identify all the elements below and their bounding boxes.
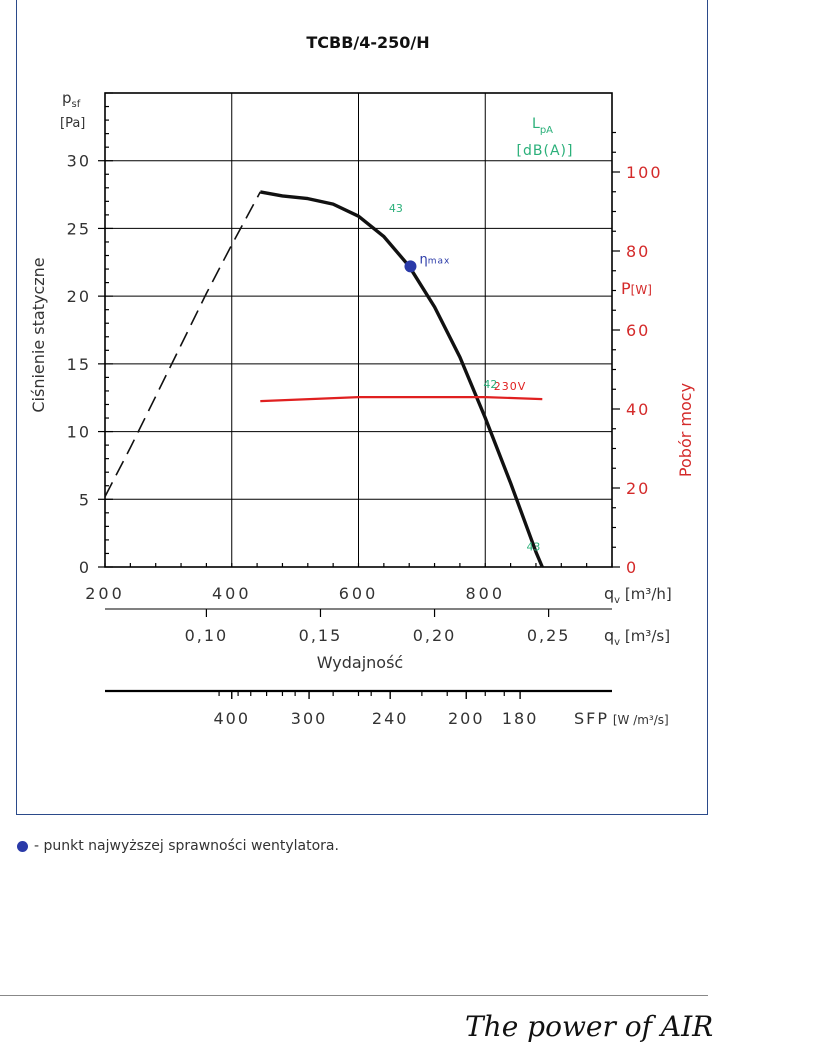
- x-tick-label: 600: [339, 584, 379, 603]
- y-axis-label: Ciśnienie statyczne: [29, 257, 48, 412]
- y-axis-symbol: psf: [62, 89, 81, 110]
- eta-max-marker-icon: [17, 840, 28, 852]
- right-axis-label: Pobór mocy: [676, 383, 695, 477]
- power-curve-label: 230V: [494, 380, 527, 393]
- sfp-axis-label: SFP [W /m³/s]: [574, 709, 669, 728]
- x-axis-symbol: qv [m³/h]: [604, 584, 672, 606]
- right-tick-label: 80: [626, 242, 650, 261]
- right-tick-label: 60: [626, 321, 650, 340]
- sfp-tick-label: 200: [448, 709, 485, 728]
- lpa-unit: [dB(A)]: [517, 143, 574, 159]
- secondary-x-tick-label: 0,20: [413, 626, 457, 645]
- chart-title: TCBB/4-250/H: [306, 33, 429, 52]
- y-tick-label: 10: [67, 423, 91, 442]
- y-tick-label: 25: [67, 219, 91, 238]
- legend-text: - punkt najwyższej sprawności wentylator…: [34, 838, 339, 854]
- x-tick-label: 400: [212, 584, 252, 603]
- fan-performance-chart: TCBB/4-250/H 0 5 10 15 20 25 30 psf [Pa] Ciśnienie…: [29, 33, 695, 728]
- y-tick-label: 20: [67, 287, 91, 306]
- legend-note: - punkt najwyższej sprawności wentylator…: [17, 838, 339, 854]
- lpa-box: [500, 112, 596, 160]
- noise-level-label: 42: [483, 378, 497, 391]
- right-tick-label: 0: [626, 558, 638, 577]
- y-tick-label: 15: [67, 355, 91, 374]
- eta-max-point: [404, 260, 417, 273]
- secondary-x-axis-symbol: qv [m³/s]: [604, 626, 670, 648]
- eta-max-label: ηmax: [419, 252, 450, 267]
- x-tick-label: 200: [85, 584, 125, 603]
- secondary-x-tick-label: 0,10: [185, 626, 229, 645]
- y-tick-label: 5: [79, 490, 91, 509]
- y-tick-label: 30: [67, 152, 91, 171]
- right-tick-label: 100: [626, 163, 663, 182]
- y-axis-unit: [Pa]: [60, 116, 85, 131]
- noise-level-label: 43: [526, 541, 540, 554]
- y-tick-label: 0: [79, 558, 91, 577]
- pressure-curve-unstable: [104, 191, 262, 497]
- secondary-x-tick-label: 0,25: [527, 626, 571, 645]
- x-tick-label: 800: [465, 584, 505, 603]
- lpa-label: LpA: [532, 116, 553, 136]
- power-curve: [260, 396, 543, 403]
- sfp-tick-label: 300: [291, 709, 328, 728]
- footer-divider: [0, 995, 708, 996]
- chart-frame: [16, 0, 708, 815]
- secondary-x-tick-label: 0,15: [299, 626, 343, 645]
- x-axis-label: Wydajność: [317, 653, 403, 672]
- brand-tagline: The power of AIR: [465, 1010, 714, 1043]
- noise-level-label: 43: [389, 202, 403, 215]
- right-axis-symbol: P[W]: [621, 279, 652, 298]
- sfp-tick-label: 400: [213, 709, 250, 728]
- right-tick-label: 40: [626, 400, 650, 419]
- sfp-tick-label: 180: [502, 709, 539, 728]
- right-tick-label: 20: [626, 479, 650, 498]
- sfp-tick-label: 240: [372, 709, 409, 728]
